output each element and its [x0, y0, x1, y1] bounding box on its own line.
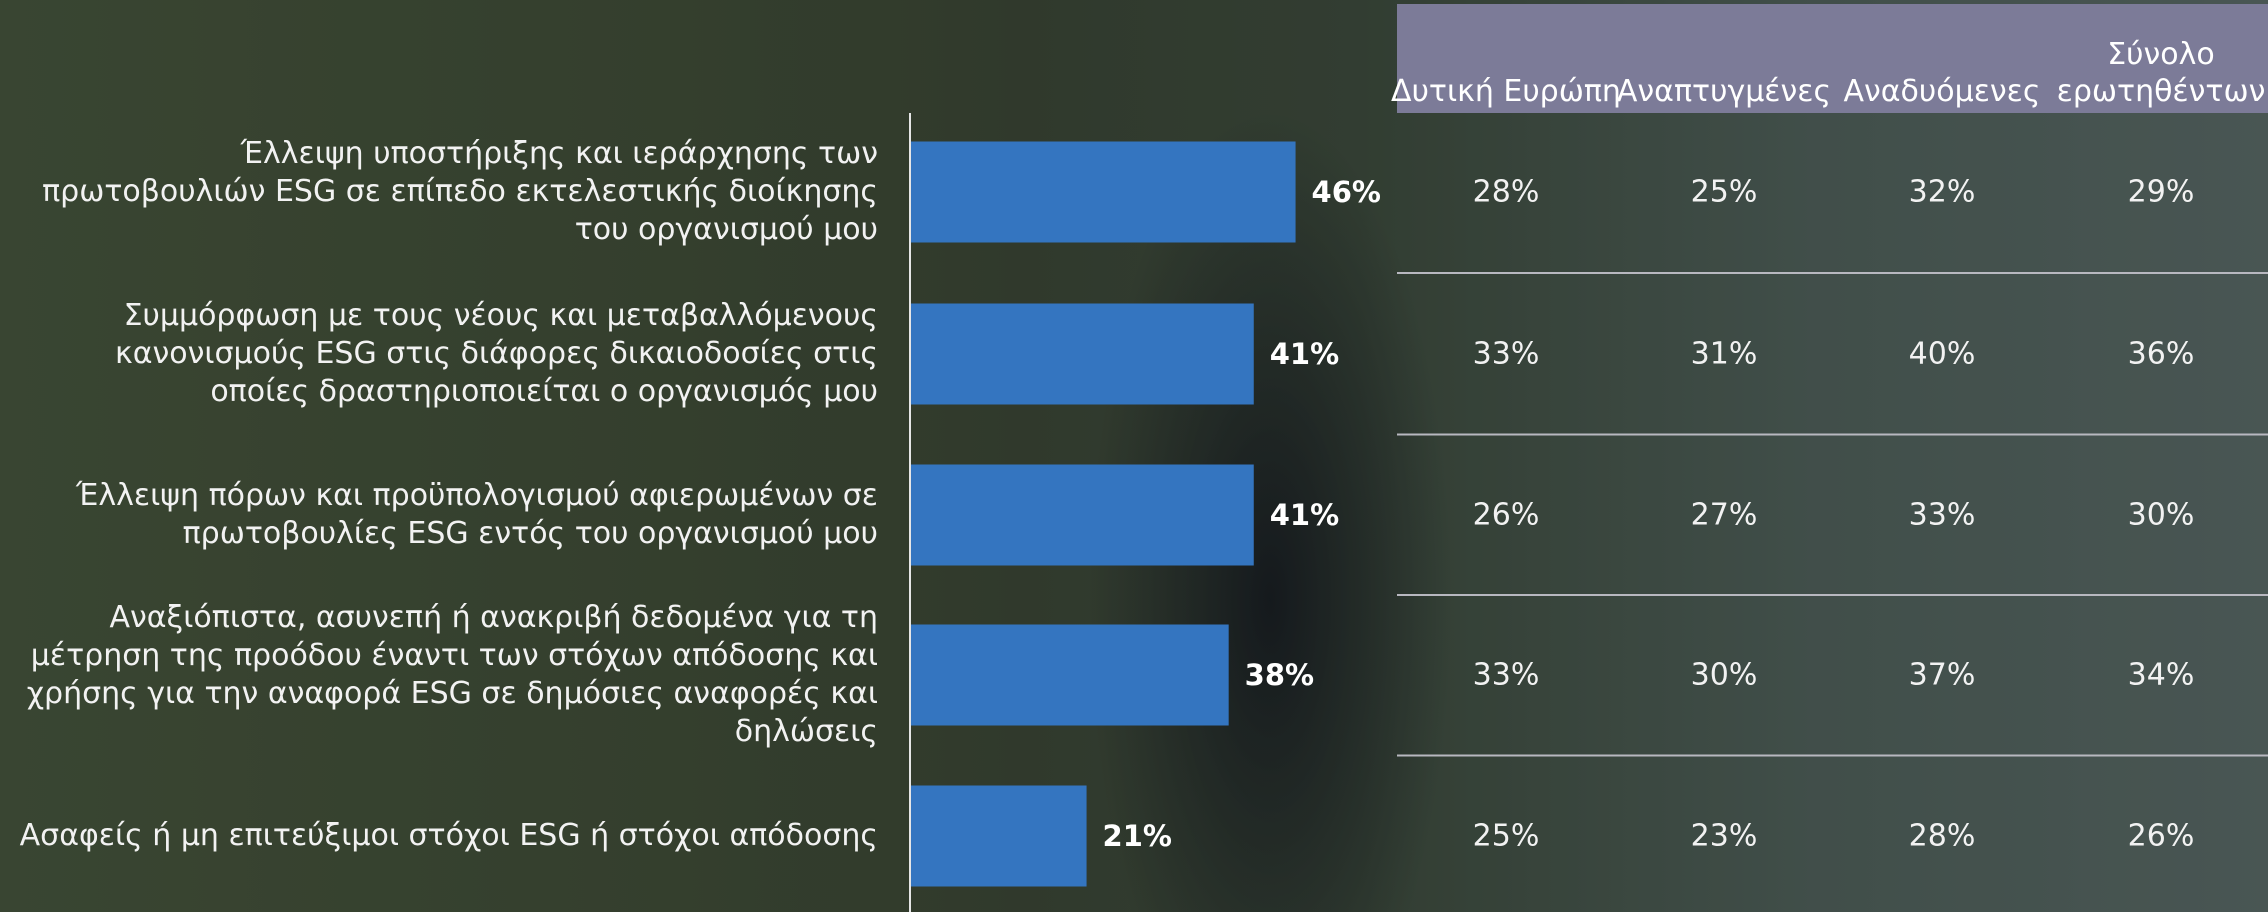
table-cell: 30%	[2128, 498, 2195, 533]
table-cell: 36%	[2128, 337, 2195, 372]
category-label: Έλλειψη πόρων και προϋπολογισμού αφιερωμ…	[8, 477, 878, 553]
stage: 46% 41% 41% 38% 21% Έλλειψη υποστήριξης και …	[0, 0, 2268, 912]
value-label: 21%	[1103, 819, 1172, 853]
value-label: 41%	[1270, 498, 1339, 532]
column-header: Σύνολο ερωτηθέντων	[2041, 36, 2268, 110]
table-cell: 34%	[2128, 658, 2195, 693]
table-cell: 26%	[1473, 498, 1540, 533]
table-cell: 32%	[1909, 175, 1976, 210]
value-label: 46%	[1312, 175, 1381, 209]
bar	[911, 304, 1254, 405]
column-header: Αναπτυγμένες	[1604, 73, 1844, 110]
bar	[911, 465, 1254, 566]
column-header: Αναδυόμενες	[1822, 73, 2062, 110]
value-label: 41%	[1270, 337, 1339, 371]
table-cell: 33%	[1909, 498, 1976, 533]
table-cell: 28%	[1473, 175, 1540, 210]
table-cell: 27%	[1691, 498, 1758, 533]
table-cell: 29%	[2128, 175, 2195, 210]
table-cell: 33%	[1473, 337, 1540, 372]
table-cell: 25%	[1473, 819, 1540, 854]
table-cell: 25%	[1691, 175, 1758, 210]
table-cell: 37%	[1909, 658, 1976, 693]
category-label: Αναξιόπιστα, ασυνεπή ή ανακριβή δεδομένα…	[8, 599, 878, 751]
column-header: Δυτική Ευρώπη	[1386, 73, 1626, 110]
bar	[911, 625, 1229, 726]
category-label: Ασαφείς ή μη επιτεύξιμοι στόχοι ESG ή στ…	[8, 817, 878, 855]
table-cell: 40%	[1909, 337, 1976, 372]
table-cell: 26%	[2128, 819, 2195, 854]
table-cell: 31%	[1691, 337, 1758, 372]
table-cell: 33%	[1473, 658, 1540, 693]
bar	[911, 786, 1087, 887]
table-cell: 23%	[1691, 819, 1758, 854]
table-cell: 30%	[1691, 658, 1758, 693]
value-label: 38%	[1245, 658, 1314, 692]
table-cell: 28%	[1909, 819, 1976, 854]
category-label: Συμμόρφωση με τους νέους και μεταβαλλόμε…	[8, 297, 878, 411]
bar	[911, 142, 1296, 243]
category-label: Έλλειψη υποστήριξης και ιεράρχησης των π…	[8, 135, 878, 249]
